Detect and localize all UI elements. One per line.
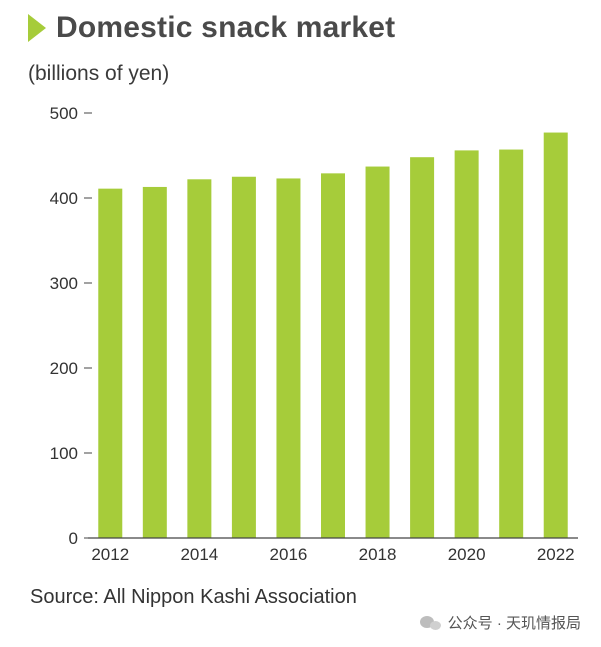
bar-2012 xyxy=(98,188,123,538)
y-tick-label: 400 xyxy=(50,189,78,208)
x-tick-label: 2012 xyxy=(91,545,129,564)
bar-2018 xyxy=(365,166,390,539)
x-tick-label: 2014 xyxy=(180,545,218,564)
y-tick-label: 100 xyxy=(50,444,78,463)
bar-2022 xyxy=(543,132,568,539)
chart-title: Domestic snack market xyxy=(56,11,396,44)
bar-2014 xyxy=(187,179,212,539)
bar-chart: 0 100 200 300 400 500 2012 2014 2016 2018 2020 2022 xyxy=(50,104,578,564)
x-tick-label: 2020 xyxy=(448,545,486,564)
bar-2020 xyxy=(454,150,479,538)
bar-2015 xyxy=(231,176,256,538)
y-tick-label: 500 xyxy=(50,104,78,123)
bar-2019 xyxy=(410,157,435,538)
bar-2013 xyxy=(142,186,167,538)
x-tick-label: 2016 xyxy=(270,545,308,564)
watermark-text: 公众号 · 天玑情报局 xyxy=(447,615,581,632)
bar-2017 xyxy=(321,173,345,538)
y-axis-unit-label: (billions of yen) xyxy=(28,62,170,85)
wechat-icon xyxy=(419,614,442,632)
source-note: Source: All Nippon Kashi Association xyxy=(30,586,357,608)
watermark: 公众号 · 天玑情报局 xyxy=(419,612,581,633)
y-tick-label: 300 xyxy=(50,274,78,293)
bar-2016 xyxy=(276,178,301,538)
x-tick-label: 2018 xyxy=(359,545,397,564)
bar-2021 xyxy=(499,149,524,539)
y-tick-label: 0 xyxy=(69,529,78,548)
y-tick-label: 200 xyxy=(50,359,78,378)
chart-title-row: Domestic snack market xyxy=(28,8,395,48)
x-tick-label: 2022 xyxy=(537,545,575,564)
triangle-bullet-icon xyxy=(28,14,46,42)
